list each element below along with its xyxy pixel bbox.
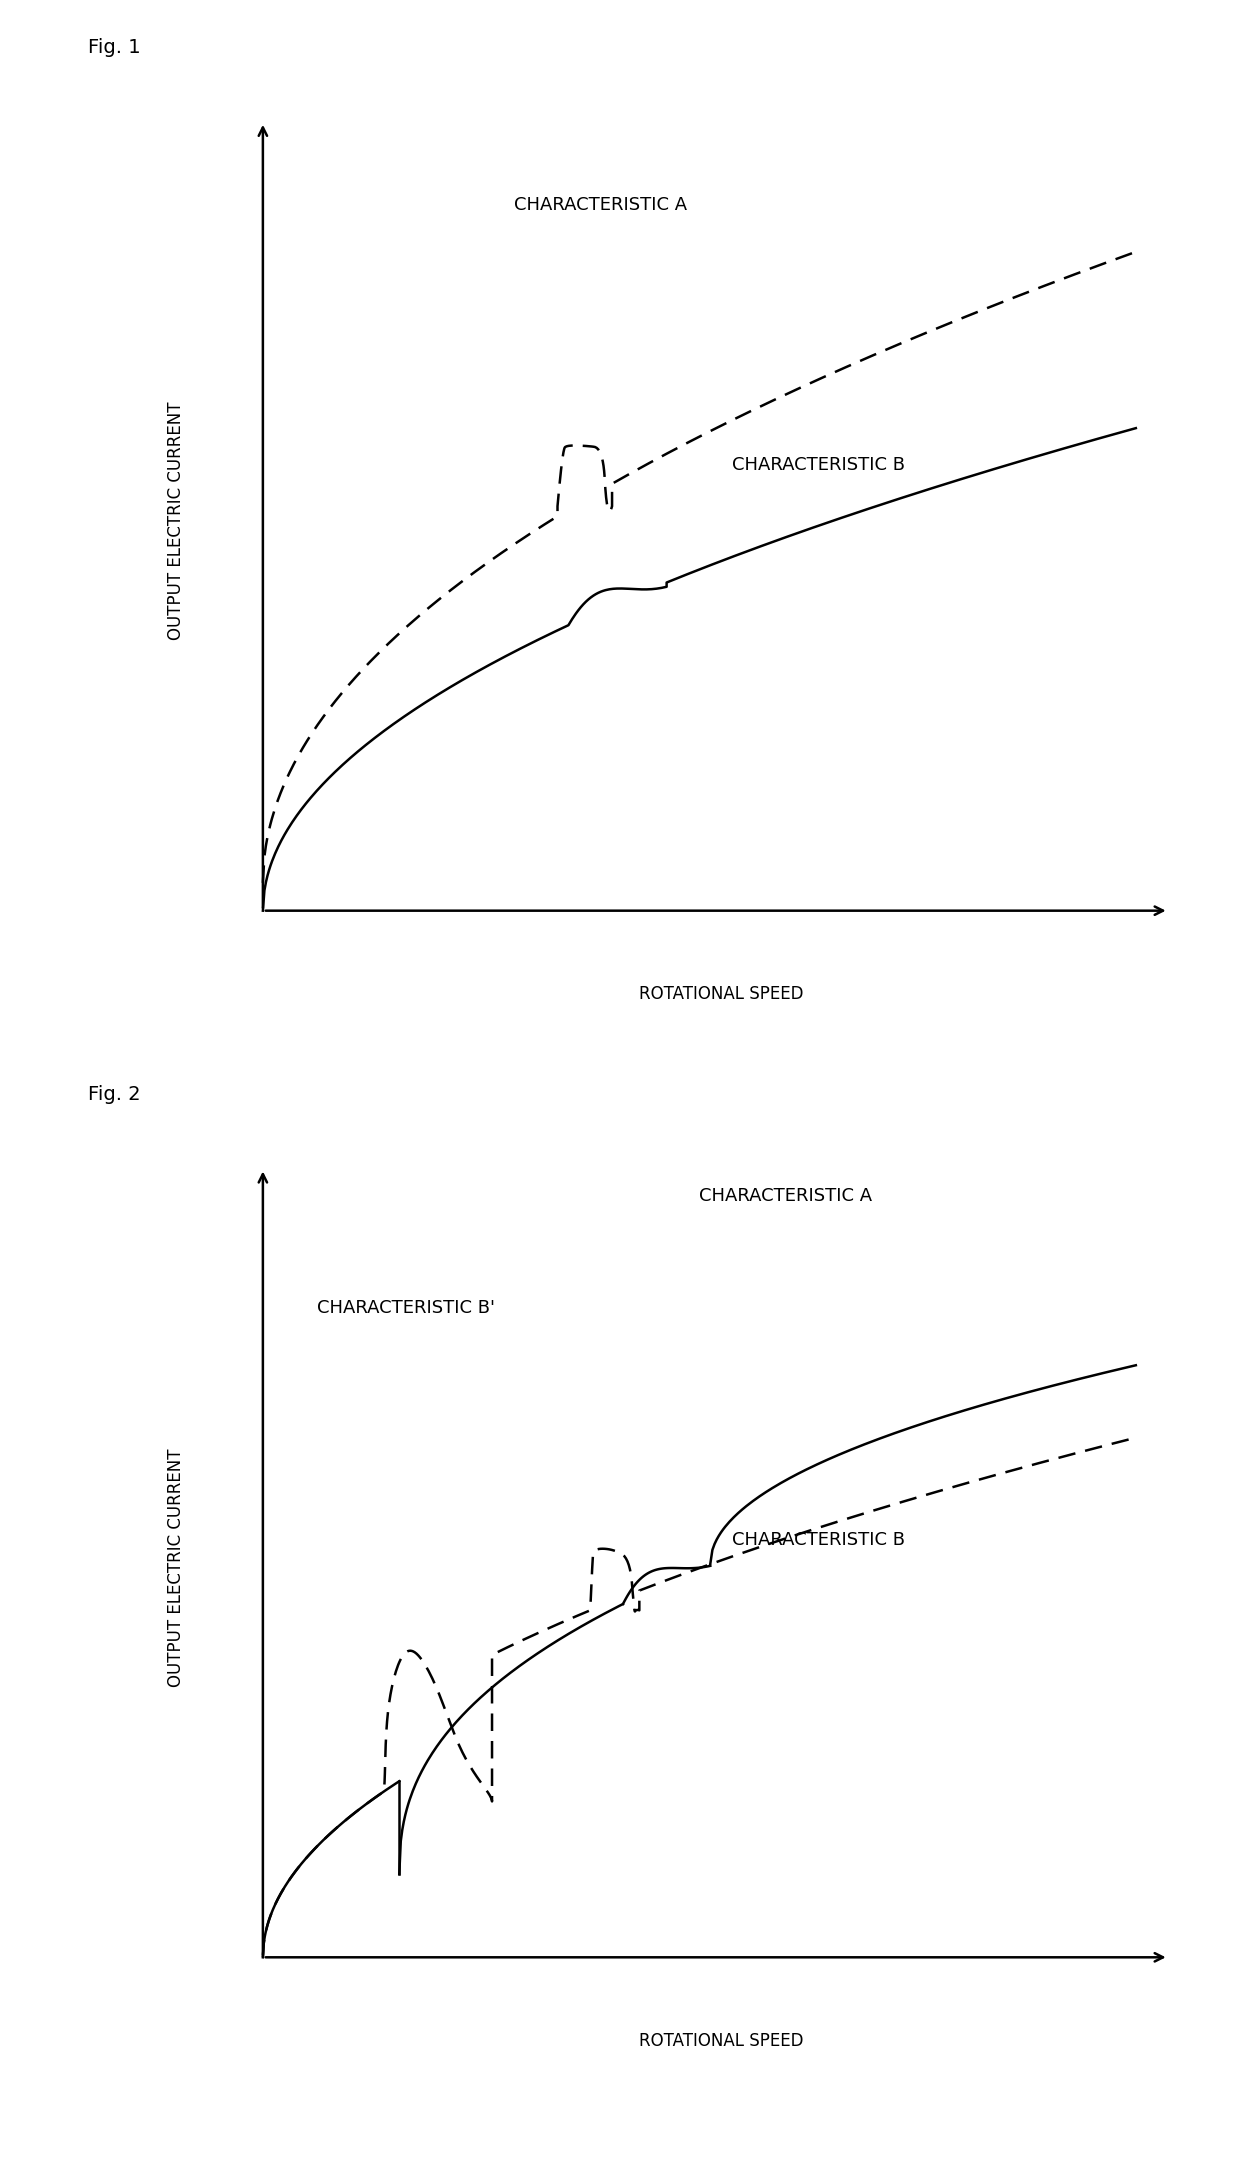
Text: ROTATIONAL SPEED: ROTATIONAL SPEED	[639, 984, 804, 1003]
Text: CHARACTERISTIC A: CHARACTERISTIC A	[513, 196, 687, 214]
Text: Fig. 1: Fig. 1	[88, 39, 141, 56]
Text: OUTPUT ELECTRIC CURRENT: OUTPUT ELECTRIC CURRENT	[166, 401, 185, 641]
Text: ROTATIONAL SPEED: ROTATIONAL SPEED	[639, 2031, 804, 2050]
Text: Fig. 2: Fig. 2	[88, 1085, 141, 1103]
Text: CHARACTERISTIC B': CHARACTERISTIC B'	[317, 1299, 496, 1316]
Text: OUTPUT ELECTRIC CURRENT: OUTPUT ELECTRIC CURRENT	[166, 1448, 185, 1688]
Text: CHARACTERISTIC A: CHARACTERISTIC A	[699, 1187, 873, 1206]
Text: CHARACTERISTIC B: CHARACTERISTIC B	[732, 455, 905, 475]
Text: CHARACTERISTIC B: CHARACTERISTIC B	[732, 1530, 905, 1549]
